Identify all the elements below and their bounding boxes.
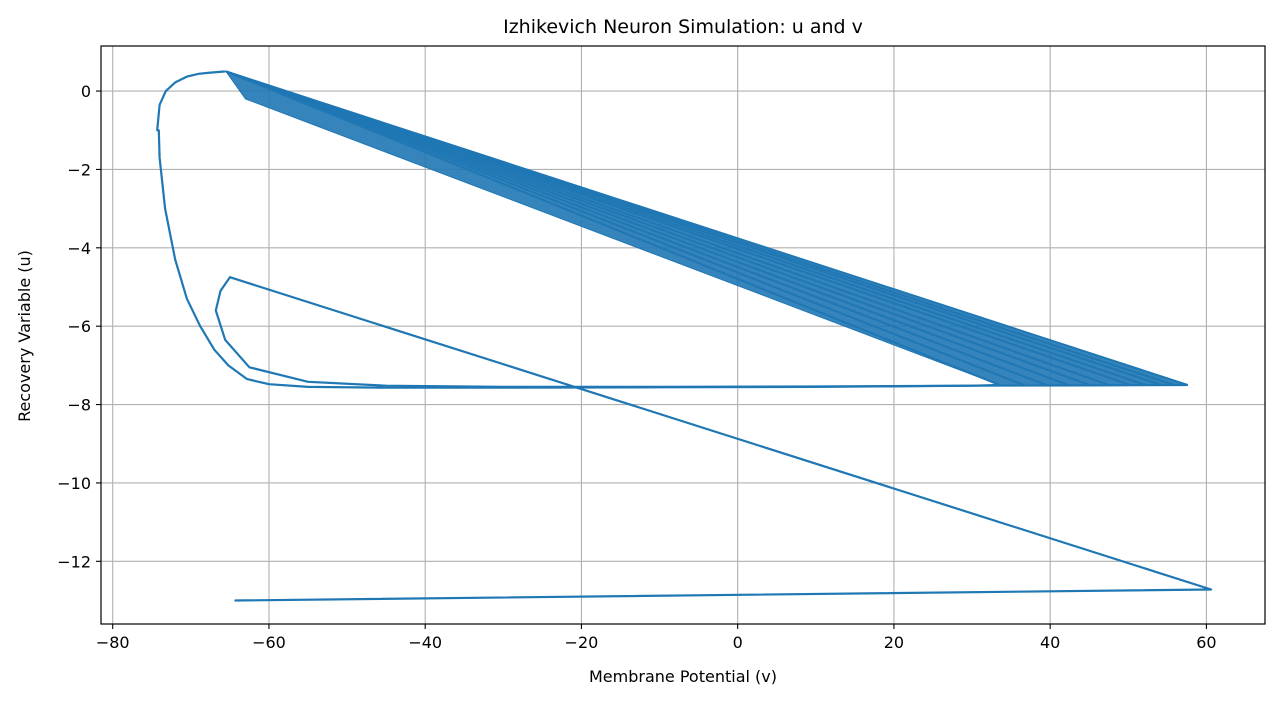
x-tick-label: 0 bbox=[733, 633, 743, 652]
x-tick-label: −80 bbox=[96, 633, 130, 652]
reset-line bbox=[225, 70, 1110, 386]
axes-background bbox=[101, 46, 1265, 624]
x-tick-label: −20 bbox=[565, 633, 599, 652]
x-tick-label: 40 bbox=[1040, 633, 1060, 652]
reset-line bbox=[225, 70, 1069, 386]
y-tick-label: −12 bbox=[57, 552, 91, 571]
chart-title: Izhikevich Neuron Simulation: u and v bbox=[503, 16, 863, 38]
axes-frame bbox=[100, 45, 1266, 625]
y-tick-label: −8 bbox=[67, 396, 91, 415]
reset-line bbox=[225, 70, 1047, 386]
reset-line bbox=[225, 70, 1024, 386]
y-tick-label: −6 bbox=[67, 317, 91, 336]
x-tick-label: 60 bbox=[1196, 633, 1216, 652]
x-tick-label: 20 bbox=[884, 633, 904, 652]
x-axis-ticks: −80 −60 −40 −20 0 20 40 60 bbox=[96, 624, 1217, 652]
y-axis-label: Recovery Variable (u) bbox=[15, 250, 34, 422]
reset-line bbox=[225, 70, 1090, 386]
reset-line bbox=[225, 70, 1131, 386]
x-axis-label: Membrane Potential (v) bbox=[589, 667, 777, 686]
reset-line bbox=[225, 70, 1000, 386]
trajectory-segment bbox=[156, 70, 226, 132]
y-tick-label: −4 bbox=[67, 239, 91, 258]
y-axis-ticks: 0 −2 −4 −6 −8 −10 −12 bbox=[57, 82, 101, 571]
series-lines bbox=[156, 70, 1213, 602]
trajectory-segment bbox=[157, 129, 1001, 389]
x-tick-label: −40 bbox=[408, 633, 442, 652]
y-tick-label: 0 bbox=[81, 82, 91, 101]
x-tick-label: −60 bbox=[252, 633, 286, 652]
plot-area bbox=[100, 45, 1266, 625]
y-tick-label: −2 bbox=[67, 160, 91, 179]
y-tick-label: −10 bbox=[57, 474, 91, 493]
